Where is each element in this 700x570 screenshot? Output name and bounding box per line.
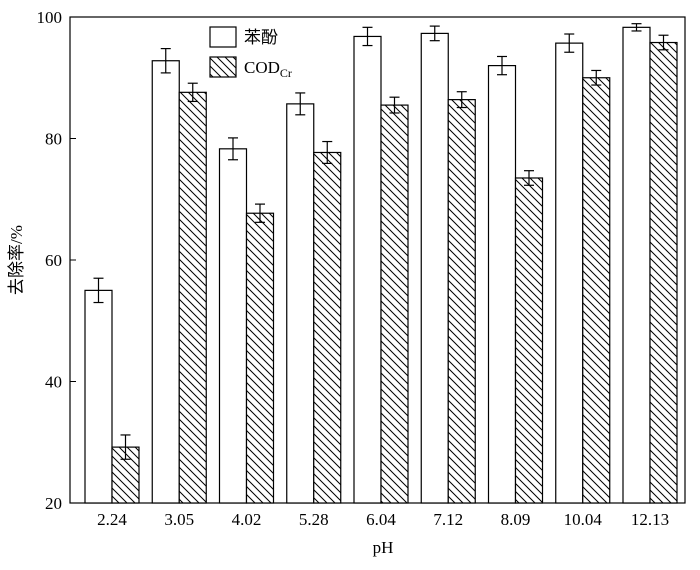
error-bar [591, 69, 602, 86]
error-bar [564, 33, 575, 53]
y-tick-label: 100 [37, 8, 63, 27]
legend-swatch [209, 26, 237, 48]
error-bar [93, 277, 104, 304]
error-bar [255, 203, 265, 223]
bar [84, 289, 113, 504]
x-tick-label: 8.09 [501, 510, 531, 529]
bar [555, 42, 584, 504]
error-bar [120, 434, 131, 460]
x-tick-label: 4.02 [232, 510, 262, 529]
y-axis-label: 去除率/% [7, 225, 26, 295]
error-bar [429, 25, 440, 42]
y-tick-label: 40 [45, 373, 62, 392]
legend-label: CODCr [244, 58, 292, 80]
y-tick-label: 60 [45, 251, 62, 270]
x-tick-label: 10.04 [564, 510, 603, 529]
x-tick-label: 3.05 [164, 510, 194, 529]
y-tick-label: 20 [45, 494, 62, 513]
bar [178, 91, 207, 504]
bar [218, 148, 248, 504]
x-tick-label: 12.13 [631, 510, 669, 529]
bar [514, 177, 544, 504]
bar [313, 151, 342, 504]
error-bar [160, 47, 171, 74]
y-tick-label: 80 [45, 130, 62, 149]
legend-name: COD [244, 58, 280, 77]
bar [622, 26, 651, 504]
bar [582, 77, 611, 504]
error-bar [322, 140, 333, 165]
x-axis-label: pH [373, 538, 394, 557]
error-bar [524, 170, 534, 186]
error-bar [658, 34, 669, 51]
error-bar [187, 82, 198, 103]
bar [380, 104, 409, 504]
bar [447, 99, 476, 504]
x-tick-label: 7.12 [433, 510, 463, 529]
x-tick-label: 2.24 [97, 510, 127, 529]
x-tick-label: 6.04 [366, 510, 396, 529]
bar [420, 32, 449, 504]
legend-name: 苯酚 [244, 28, 278, 47]
bar [286, 103, 315, 504]
bar [649, 41, 678, 504]
legend-swatch [209, 56, 237, 78]
error-bar [631, 23, 642, 32]
bar [151, 60, 180, 504]
bar [487, 64, 517, 504]
error-bar [228, 137, 238, 161]
error-bar [389, 96, 400, 114]
error-bar [295, 92, 306, 116]
x-tick-label: 5.28 [299, 510, 329, 529]
error-bar [456, 91, 467, 109]
error-bar [497, 55, 507, 76]
error-bar [362, 26, 373, 47]
bar [245, 212, 275, 504]
legend-subscript: Cr [280, 66, 292, 80]
bar [353, 35, 382, 504]
legend-label: 苯酚 [244, 28, 278, 47]
